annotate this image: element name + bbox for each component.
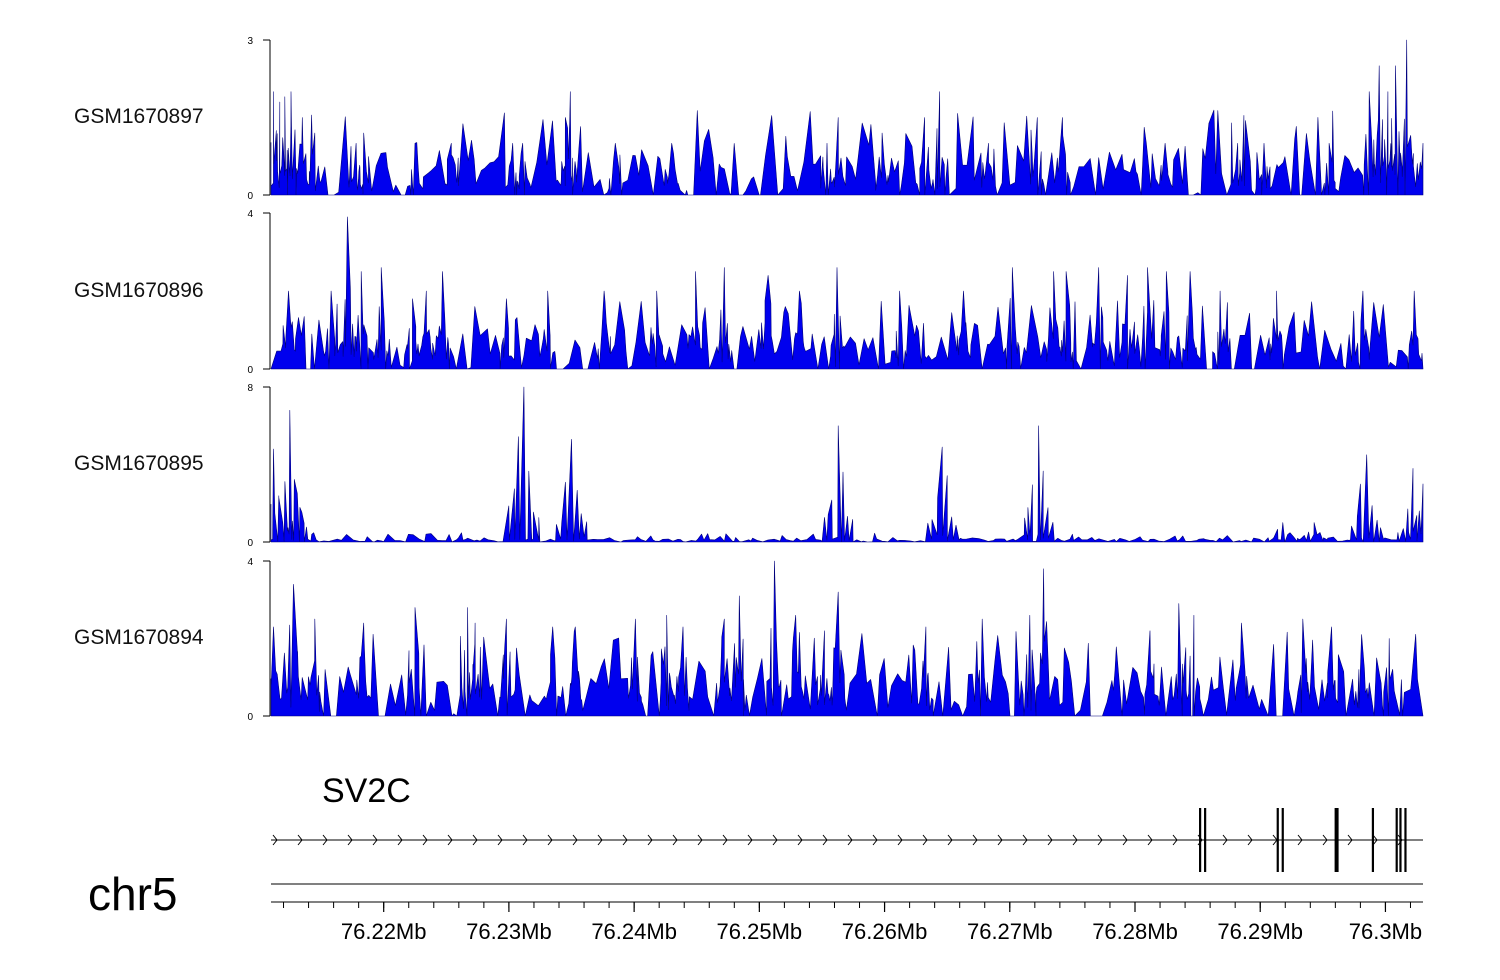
exon-mark [1204, 808, 1207, 872]
strand-arrow [347, 834, 353, 846]
track-gsm1670894: GSM1670894 0 4 [74, 557, 1424, 723]
strand-arrow [522, 834, 528, 846]
strand-arrow [822, 834, 828, 846]
track-gsm1670895: GSM1670895 0 8 [74, 383, 1424, 549]
x-tick-label: 76.28Mb [1092, 919, 1178, 944]
strand-arrow [797, 834, 803, 846]
strand-arrow [322, 834, 328, 846]
gene-track: SV2C [271, 772, 1423, 872]
strand-arrow [547, 834, 553, 846]
strand-arrow [697, 834, 703, 846]
x-tick-label: 76.29Mb [1217, 919, 1303, 944]
strand-arrow [1297, 834, 1303, 846]
strand-arrow [497, 834, 503, 846]
strand-arrow [1222, 834, 1228, 846]
strand-arrow [897, 834, 903, 846]
y-tick-label: 0 [247, 191, 253, 202]
y-tick-label: 0 [247, 538, 253, 549]
strand-arrow [472, 834, 478, 846]
strand-arrow [1097, 834, 1103, 846]
strand-arrow [422, 834, 428, 846]
exon-mark [1281, 808, 1284, 872]
strand-arrow [1247, 834, 1253, 846]
exon-mark [1395, 808, 1398, 872]
y-tick-label: 0 [247, 365, 253, 376]
x-tick-label: 76.22Mb [341, 919, 427, 944]
x-tick-label: 76.3Mb [1349, 919, 1422, 944]
chromosome-label: chr5 [88, 868, 177, 920]
strand-arrow [1172, 834, 1178, 846]
exon-mark [1276, 808, 1279, 872]
strand-arrow [672, 834, 678, 846]
y-tick-label: 4 [247, 557, 253, 568]
strand-arrow [1372, 834, 1378, 846]
strand-arrow [1122, 834, 1128, 846]
strand-arrow [1347, 834, 1353, 846]
strand-arrow [922, 834, 928, 846]
signal-area [270, 386, 1424, 543]
y-tick-label: 8 [247, 383, 253, 394]
strand-arrow [872, 834, 878, 846]
gene-label-sv2c: SV2C [322, 772, 411, 810]
track-gsm1670896: GSM1670896 0 4 [74, 209, 1424, 376]
strand-arrow [622, 834, 628, 846]
track-label: GSM1670894 [74, 626, 204, 649]
strand-arrow [947, 834, 953, 846]
track-label: GSM1670896 [74, 279, 204, 302]
y-tick-label: 4 [247, 209, 253, 220]
signal-area [270, 39, 1424, 196]
y-tick-label: 3 [247, 36, 253, 47]
exon-mark [1371, 808, 1375, 872]
signal-area [270, 216, 1424, 370]
strand-arrow [772, 834, 778, 846]
exon-mark [1404, 808, 1407, 872]
x-tick-label: 76.27Mb [967, 919, 1053, 944]
exon-mark [1399, 808, 1402, 872]
signal-area [270, 560, 1424, 717]
strand-arrow [1072, 834, 1078, 846]
strand-arrow [447, 834, 453, 846]
strand-arrow [972, 834, 978, 846]
track-gsm1670897: GSM1670897 0 3 [74, 36, 1424, 202]
strand-arrow [397, 834, 403, 846]
strand-arrow [847, 834, 853, 846]
strand-arrow [1147, 834, 1153, 846]
data-tracks: GSM167089703GSM167089604GSM167089508GSM1… [74, 36, 1424, 723]
track-label: GSM1670897 [74, 105, 204, 128]
exon-mark [1199, 808, 1202, 872]
strand-arrow [747, 834, 753, 846]
strand-arrow [1047, 834, 1053, 846]
x-tick-label: 76.23Mb [466, 919, 552, 944]
x-tick-label: 76.24Mb [591, 919, 677, 944]
exon-mark [1334, 808, 1339, 872]
strand-arrow [1322, 834, 1328, 846]
strand-arrow [272, 834, 278, 846]
strand-arrow [572, 834, 578, 846]
strand-arrow [647, 834, 653, 846]
strand-arrow [597, 834, 603, 846]
strand-arrow [1397, 834, 1403, 846]
x-tick-label: 76.26Mb [842, 919, 928, 944]
y-tick-label: 0 [247, 712, 253, 723]
track-label: GSM1670895 [74, 452, 204, 475]
strand-arrow [297, 834, 303, 846]
strand-arrow [722, 834, 728, 846]
x-tick-label: 76.25Mb [717, 919, 803, 944]
strand-arrow [997, 834, 1003, 846]
strand-arrow [1022, 834, 1028, 846]
genome-axis: chr5 76.22Mb 76.23Mb 76.24Mb 76.25Mb 76.26Mb… [88, 868, 1423, 944]
strand-arrow [372, 834, 378, 846]
